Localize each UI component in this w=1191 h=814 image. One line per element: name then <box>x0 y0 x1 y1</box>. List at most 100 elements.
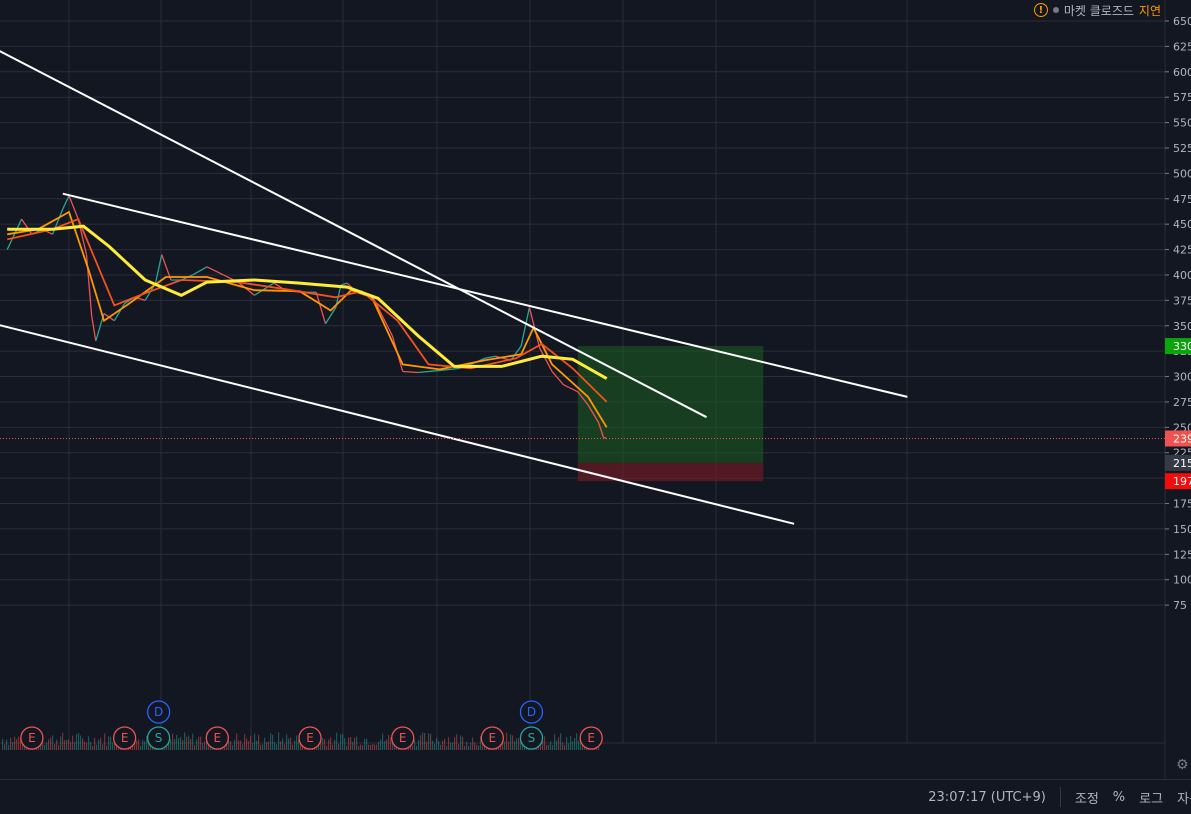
volume-bar <box>60 736 62 750</box>
volume-bar <box>96 744 98 750</box>
volume-bar <box>236 733 238 750</box>
volume-bar <box>284 744 286 750</box>
volume-bar <box>48 739 50 750</box>
volume-bar <box>442 740 444 750</box>
volume-bar <box>554 734 556 750</box>
volume-bar <box>204 741 206 750</box>
volume-bar <box>186 736 188 750</box>
volume-bar <box>550 741 552 750</box>
price-label-bg <box>1165 430 1191 447</box>
volume-bar <box>280 741 282 750</box>
volume-bar <box>228 740 230 750</box>
volume-bar <box>456 734 458 750</box>
event-marker-circle <box>146 726 171 750</box>
volume-bar <box>364 739 366 750</box>
volume-bar <box>238 740 240 750</box>
volume-bar <box>420 735 422 750</box>
volume-bar <box>274 742 276 750</box>
price-label: 197 <box>1173 475 1191 488</box>
trendline <box>62 192 908 398</box>
volume-bar <box>298 739 300 750</box>
volume-bar <box>570 736 572 750</box>
volume-bar <box>42 741 44 750</box>
volume-bar <box>334 739 336 750</box>
volume-bar <box>174 739 176 750</box>
volume-bar <box>22 743 24 750</box>
volume-bar <box>434 743 436 750</box>
price-label-bg <box>1165 338 1191 355</box>
volume-bar <box>452 742 454 750</box>
event-marker-circle <box>480 726 504 750</box>
volume-bar <box>258 734 260 750</box>
volume-bar <box>84 741 86 750</box>
volume-bar <box>580 735 582 750</box>
adjust-button[interactable]: 조정 <box>1074 791 1099 807</box>
bottom-toolbar: 23:07:17 (UTC+9) 조정 % 로그 자동 <box>0 779 1191 814</box>
price-segment <box>154 254 163 284</box>
volume-bar <box>148 742 150 750</box>
volume-bar <box>464 745 466 750</box>
volume-bar <box>326 745 328 750</box>
volume-bar <box>116 744 118 750</box>
event-marker-circle <box>112 726 137 750</box>
volume-bar <box>370 744 372 750</box>
volume-bar <box>504 741 506 750</box>
volume-bar <box>270 733 272 750</box>
alert-icon[interactable]: ! <box>1033 3 1048 17</box>
event-marker-letter: D <box>154 705 163 719</box>
volume-bar <box>190 738 192 750</box>
volume-bar <box>266 742 268 750</box>
volume-bar <box>348 737 350 750</box>
clock-display[interactable]: 23:07:17 (UTC+9) <box>928 789 1046 805</box>
volume-bar <box>448 737 450 750</box>
volume-bar <box>478 745 480 750</box>
volume-bar <box>10 737 12 750</box>
volume-bar <box>468 745 470 750</box>
volume-bar <box>374 744 376 750</box>
volume-bar <box>256 740 258 750</box>
volume-bar <box>234 739 236 750</box>
volume-bar <box>332 744 334 750</box>
volume-bar <box>82 738 84 750</box>
price-segment <box>247 289 255 296</box>
volume-bar <box>392 739 394 750</box>
volume-bar <box>248 741 250 750</box>
event-marker-letter: E <box>306 731 314 745</box>
volume-bar <box>2 739 4 750</box>
settings-gear-icon[interactable]: ⚙ <box>1176 757 1189 773</box>
volume-bar <box>460 735 462 750</box>
price-segment <box>161 254 172 281</box>
volume-bar <box>184 732 186 750</box>
volume-bar <box>66 739 68 750</box>
price-segment <box>340 282 348 286</box>
volume-bar <box>384 740 386 750</box>
volume-bar <box>90 742 92 750</box>
price-label: 215 <box>1173 457 1191 470</box>
y-tick-label: 75 <box>1173 599 1187 612</box>
price-segment <box>91 315 97 342</box>
price-segment <box>439 367 460 372</box>
percent-button[interactable]: % <box>1112 789 1126 805</box>
y-tick-label: 300 <box>1173 371 1191 384</box>
volume-bar <box>200 736 202 750</box>
volume-bar <box>276 744 278 750</box>
volume-bar <box>62 732 64 750</box>
auto-button[interactable]: 자동 <box>1177 791 1191 807</box>
price-segment <box>597 422 605 438</box>
volume-bar <box>518 738 520 750</box>
volume-bar <box>352 741 354 750</box>
volume-bar <box>272 734 274 750</box>
y-tick-label: 650 <box>1173 15 1191 28</box>
volume-bar <box>414 739 416 750</box>
long-position-profit-zone <box>577 346 764 463</box>
volume-bar <box>350 737 352 750</box>
moving-average-line <box>7 217 608 403</box>
volume-bar <box>92 745 94 750</box>
delay-text: 지연 <box>1138 3 1161 18</box>
log-button[interactable]: 로그 <box>1139 791 1164 807</box>
event-marker-circle <box>391 726 415 750</box>
price-segment <box>68 195 79 220</box>
volume-bar <box>546 745 548 750</box>
volume-bar <box>88 736 90 750</box>
